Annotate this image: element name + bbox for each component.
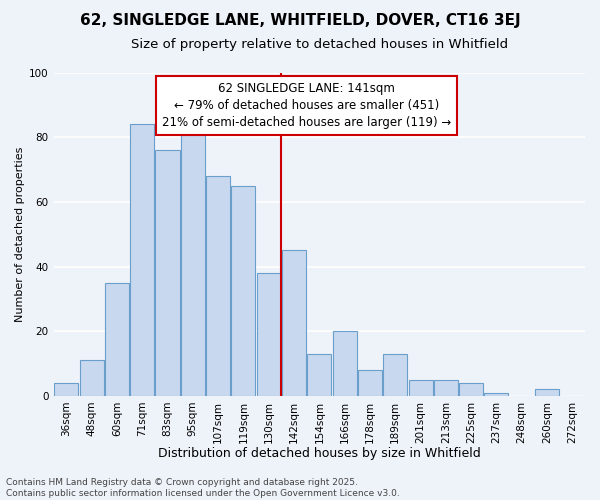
Bar: [257, 273, 281, 396]
Text: 62 SINGLEDGE LANE: 141sqm
← 79% of detached houses are smaller (451)
21% of semi: 62 SINGLEDGE LANE: 141sqm ← 79% of detac…: [162, 82, 451, 129]
Bar: [332, 331, 356, 396]
Y-axis label: Number of detached properties: Number of detached properties: [15, 146, 25, 322]
Bar: [105, 282, 129, 396]
Bar: [535, 390, 559, 396]
Bar: [232, 186, 256, 396]
Bar: [409, 380, 433, 396]
Bar: [206, 176, 230, 396]
Text: Contains HM Land Registry data © Crown copyright and database right 2025.
Contai: Contains HM Land Registry data © Crown c…: [6, 478, 400, 498]
X-axis label: Distribution of detached houses by size in Whitfield: Distribution of detached houses by size …: [158, 447, 481, 460]
Bar: [307, 354, 331, 396]
Bar: [459, 383, 483, 396]
Bar: [484, 392, 508, 396]
Text: 62, SINGLEDGE LANE, WHITFIELD, DOVER, CT16 3EJ: 62, SINGLEDGE LANE, WHITFIELD, DOVER, CT…: [80, 12, 520, 28]
Bar: [80, 360, 104, 396]
Bar: [155, 150, 179, 396]
Bar: [130, 124, 154, 396]
Bar: [181, 128, 205, 396]
Bar: [54, 383, 79, 396]
Bar: [358, 370, 382, 396]
Bar: [383, 354, 407, 396]
Title: Size of property relative to detached houses in Whitfield: Size of property relative to detached ho…: [131, 38, 508, 51]
Bar: [434, 380, 458, 396]
Bar: [282, 250, 306, 396]
